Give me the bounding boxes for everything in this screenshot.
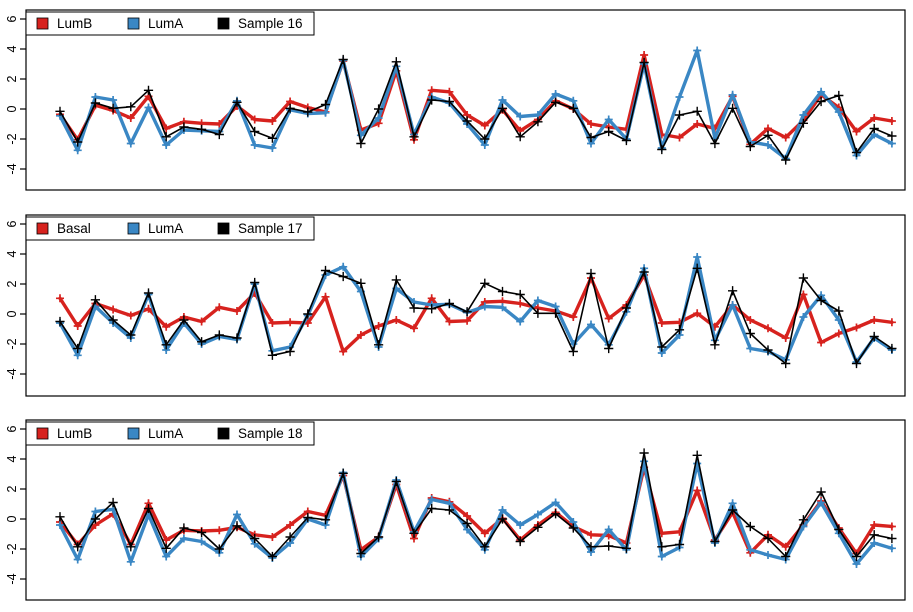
series-sample-16 <box>55 54 897 165</box>
y-tick-label: 4 <box>5 45 19 52</box>
y-tick-label: 2 <box>5 485 19 492</box>
y-tick-label: 0 <box>5 105 19 112</box>
legend-swatch-black <box>217 427 230 440</box>
legend-label: LumA <box>148 426 183 441</box>
series-sample-18 <box>55 448 897 562</box>
legend-swatch-red <box>36 17 49 30</box>
panel-2: 6 4 2 0 -2 -4 Basal LumA Sample 17 <box>5 214 906 397</box>
legend-swatch-blue <box>127 17 140 30</box>
legend-label: LumA <box>148 16 183 31</box>
legend: Basal LumA Sample 17 <box>25 216 315 241</box>
y-tick-label: 6 <box>5 15 19 22</box>
series-plus-markers <box>55 263 897 369</box>
legend-swatch-black <box>217 17 230 30</box>
y-tick-label: 4 <box>5 455 19 462</box>
y-tick-label: -2 <box>5 543 19 554</box>
y-axis: 6 4 2 0 -2 -4 <box>5 15 26 175</box>
y-tick-label: -4 <box>5 368 19 379</box>
y-tick-label: 0 <box>5 515 19 522</box>
legend-label: LumB <box>57 16 92 31</box>
y-tick-label: 2 <box>5 75 19 82</box>
legend: LumB LumA Sample 16 <box>25 11 315 36</box>
series-line <box>59 267 893 365</box>
legend: LumB LumA Sample 18 <box>25 421 315 446</box>
y-tick-label: -4 <box>5 163 19 174</box>
legend-label: LumA <box>148 221 183 236</box>
legend-box <box>25 216 315 241</box>
legend-box <box>25 11 315 36</box>
legend-swatch-red <box>36 222 49 235</box>
series-sample-17 <box>55 263 897 369</box>
y-tick-label: 0 <box>5 310 19 317</box>
series-group <box>55 46 897 165</box>
y-tick-label: -2 <box>5 338 19 349</box>
legend-swatch-red <box>36 427 49 440</box>
y-tick-label: 6 <box>5 220 19 227</box>
y-tick-label: -2 <box>5 133 19 144</box>
legend-box <box>25 421 315 446</box>
y-tick-label: 4 <box>5 250 19 257</box>
y-tick-label: -4 <box>5 573 19 584</box>
legend-label: LumB <box>57 426 92 441</box>
legend-label: Basal <box>57 221 91 236</box>
series-group <box>55 253 897 369</box>
series-line <box>59 452 893 558</box>
series-group <box>55 448 897 568</box>
legend-label: Sample 18 <box>238 426 303 441</box>
series-plus-markers <box>55 448 897 562</box>
panel-3: 6 4 2 0 -2 -4 LumB LumA Sample 18 <box>5 419 906 601</box>
panel-1: 6 4 2 0 -2 -4 LumB LumA Sample 16 <box>5 9 906 191</box>
legend-label: Sample 17 <box>238 221 303 236</box>
plot-box <box>25 419 906 601</box>
plot-box <box>25 9 906 191</box>
legend-swatch-blue <box>127 222 140 235</box>
y-tick-label: 2 <box>5 280 19 287</box>
series-plus-markers <box>55 54 897 165</box>
y-axis: 6 4 2 0 -2 -4 <box>5 220 26 380</box>
y-tick-label: 6 <box>5 425 19 432</box>
legend-swatch-black <box>217 222 230 235</box>
legend-swatch-blue <box>127 427 140 440</box>
y-axis: 6 4 2 0 -2 -4 <box>5 425 26 585</box>
legend-label: Sample 16 <box>238 16 303 31</box>
plot-box <box>25 214 906 397</box>
